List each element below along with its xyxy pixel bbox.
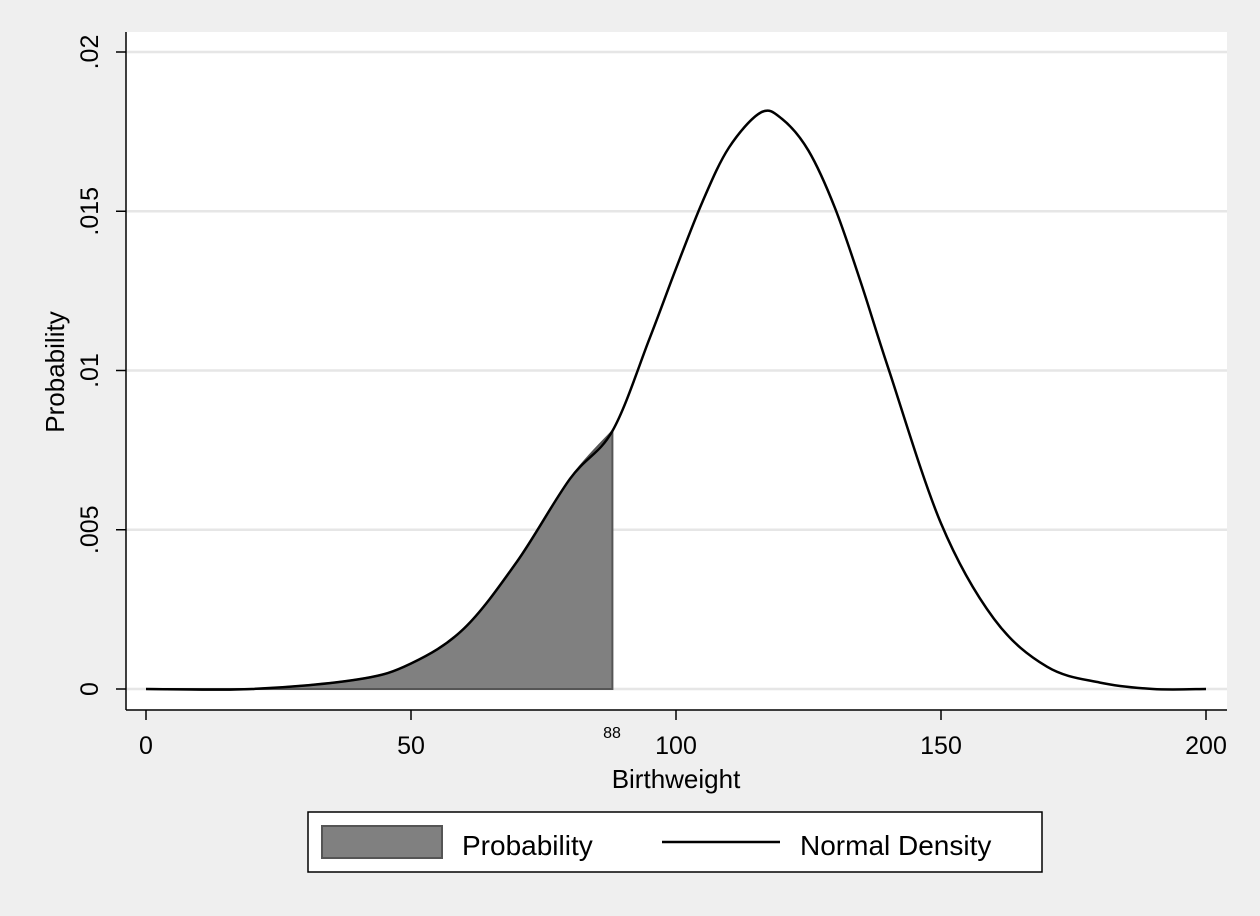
x-tick-label-1: 50 (397, 732, 425, 760)
legend: Probability Normal Density (307, 811, 1043, 873)
series-lines (145, 109, 1207, 691)
x-tick-label-0: 0 (139, 732, 153, 760)
y-tick-label-2: .01 (76, 353, 104, 388)
x-tick-label-2: 100 (655, 732, 697, 760)
y-axis-title: Probability (40, 311, 70, 432)
normal-density-line (145, 109, 1207, 691)
y-tick-label-4: .02 (76, 35, 104, 70)
legend-label-normal-density: Normal Density (800, 830, 991, 861)
y-tick-label-3: .015 (76, 187, 104, 236)
y-tick-label-0: 0 (76, 682, 104, 696)
x-tick-label-4: 200 (1185, 732, 1227, 760)
y-tick-label-1: .005 (76, 505, 104, 554)
axes (116, 32, 1227, 720)
x-axis-title: Birthweight (612, 764, 741, 794)
legend-label-probability: Probability (462, 830, 593, 861)
x-tick-label-3: 150 (920, 732, 962, 760)
annotation-88: 88 (603, 725, 621, 742)
legend-swatch-probability (321, 825, 443, 859)
tick-labels: 0 .005 .01 .015 .02 0 50 100 150 200 (76, 35, 1227, 760)
